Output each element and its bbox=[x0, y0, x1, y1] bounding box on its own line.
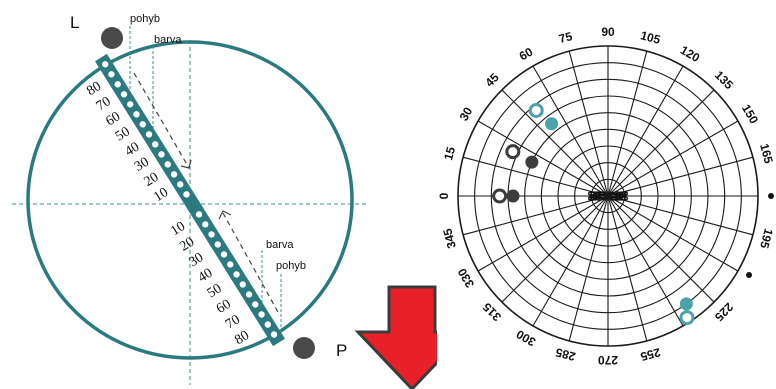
edge-marker-lower bbox=[746, 272, 752, 278]
upper-barva-label: barva bbox=[154, 34, 182, 46]
polar-data-point bbox=[680, 298, 692, 310]
knob-left bbox=[101, 27, 123, 49]
scale-number: 10 bbox=[151, 185, 171, 205]
lower-barva-label: barva bbox=[266, 239, 294, 251]
polar-radial-label: 80 bbox=[586, 191, 596, 201]
polar-data-point bbox=[681, 312, 693, 324]
polar-data-point bbox=[507, 190, 519, 202]
edge-marker-upper bbox=[768, 193, 774, 199]
polar-data-point bbox=[494, 190, 506, 202]
polar-angle-label: 0 bbox=[437, 192, 451, 199]
label-P: P bbox=[336, 341, 347, 360]
polar-data-point bbox=[546, 118, 558, 130]
polar-angle-label: 90 bbox=[601, 25, 615, 39]
label-L: L bbox=[70, 13, 79, 32]
polar-angle-label: 270 bbox=[598, 353, 618, 367]
scale-number: 80 bbox=[232, 328, 252, 348]
polar-data-point bbox=[526, 156, 538, 168]
polar-data-point bbox=[530, 104, 542, 116]
polar-data-point bbox=[507, 146, 519, 158]
polar-radial-label: 80 bbox=[620, 191, 630, 201]
left-diagram: L P pohyb barva barva pohyb 807060504030… bbox=[12, 13, 368, 385]
upper-pohyb-label: pohyb bbox=[130, 13, 160, 25]
lower-pohyb-label: pohyb bbox=[276, 260, 306, 272]
knob-right bbox=[293, 337, 315, 359]
